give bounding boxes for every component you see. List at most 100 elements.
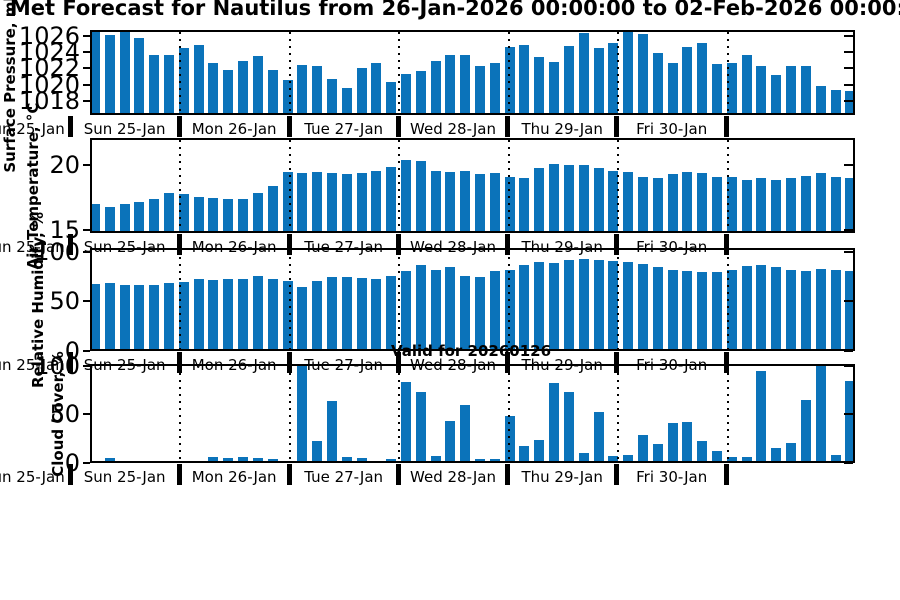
bar — [578, 165, 589, 231]
air-temperature-plot-box — [90, 138, 855, 233]
day-separator — [724, 234, 730, 255]
bar — [800, 270, 811, 349]
bar — [238, 60, 249, 113]
bar — [519, 446, 530, 461]
bar — [637, 434, 648, 461]
bar — [193, 196, 204, 231]
bar — [489, 459, 500, 461]
day-boundary-gridline — [289, 250, 291, 349]
bar — [593, 48, 604, 113]
bar — [682, 46, 693, 113]
day-boundary-gridline — [507, 250, 510, 349]
day-separator — [395, 352, 401, 373]
day-separator — [724, 464, 730, 485]
relative-humidity-ytick-label: 50 — [49, 287, 80, 316]
bar — [312, 66, 323, 113]
day-label: Thu 29-Jan — [521, 468, 603, 486]
bar — [356, 458, 367, 461]
day-label: Mon 26-Jan — [191, 356, 277, 374]
bar — [712, 63, 723, 113]
bar — [815, 268, 826, 349]
bar — [667, 63, 678, 113]
day-boundary-gridline — [726, 140, 729, 231]
bar — [430, 60, 441, 113]
bar — [786, 269, 797, 349]
bar — [534, 56, 545, 113]
bar — [134, 201, 145, 231]
right-tick-mark — [844, 462, 853, 464]
bar — [92, 204, 100, 231]
bar — [623, 261, 634, 349]
bar — [697, 440, 708, 461]
left-tick-mark — [83, 67, 90, 70]
left-tick-mark — [83, 250, 90, 253]
day-separator — [395, 116, 401, 137]
bar — [800, 399, 811, 461]
bar — [430, 456, 441, 461]
bar — [549, 61, 560, 113]
bar — [563, 45, 574, 113]
day-separator — [67, 352, 73, 373]
bar — [697, 42, 708, 113]
right-tick-mark — [844, 163, 853, 166]
bar — [267, 69, 278, 113]
bar — [267, 458, 278, 461]
bar — [667, 269, 678, 349]
relative-humidity-plot-box — [90, 248, 855, 351]
bar — [252, 275, 263, 349]
day-label: Wed 28-Jan — [410, 120, 496, 138]
cloud-cover-ytick-label: 50 — [49, 400, 80, 429]
bar — [534, 439, 545, 461]
bar — [193, 278, 204, 349]
bar — [445, 266, 456, 349]
bar — [712, 177, 723, 231]
bar — [549, 163, 560, 231]
surface-pressure-ytick-label: 1024 — [18, 38, 80, 67]
bar — [623, 455, 634, 461]
bar — [534, 261, 545, 349]
bar — [786, 178, 797, 231]
day-label: Thu 29-Jan — [521, 356, 603, 374]
bar — [104, 206, 115, 231]
day-boundary-gridline — [398, 140, 401, 231]
bar — [386, 275, 397, 349]
bar — [386, 166, 397, 231]
day-label: Mon 26-Jan — [191, 120, 277, 138]
bar — [208, 63, 219, 113]
bar — [238, 457, 249, 461]
bar — [830, 269, 841, 349]
surface-pressure-ytick-label: 1018 — [18, 87, 80, 116]
bar — [741, 54, 752, 113]
day-label: Thu 29-Jan — [521, 238, 603, 256]
bar — [578, 453, 589, 461]
bar — [445, 171, 456, 231]
bar — [282, 171, 293, 231]
edge-day-label: Sun 25-Jan — [0, 468, 65, 486]
bar — [297, 64, 308, 113]
day-label: Thu 29-Jan — [521, 120, 603, 138]
bar — [164, 282, 175, 349]
bar — [445, 54, 456, 113]
air-temperature-ytick-label: 20 — [49, 150, 80, 179]
day-separator — [176, 116, 182, 137]
edge-day-label: Sun 25-Jan — [0, 356, 65, 374]
bar — [549, 262, 560, 349]
bar — [815, 86, 826, 113]
day-label: Sun 25-Jan — [83, 238, 166, 256]
day-boundary-gridline — [507, 366, 510, 461]
bar — [682, 422, 693, 461]
bar — [756, 264, 767, 349]
right-tick-mark — [844, 350, 853, 352]
bar — [164, 192, 175, 231]
bar — [149, 199, 160, 231]
bar — [312, 280, 323, 349]
surface-pressure-ylabel: Surface Pressure, mbar — [1, 0, 19, 173]
cloud-cover-ylabel: Cloud Cover, % — [49, 350, 67, 477]
right-tick-mark — [844, 413, 853, 416]
bar — [119, 284, 130, 349]
day-boundary-gridline — [507, 32, 510, 113]
bar — [475, 459, 486, 461]
day-label: Fri 30-Jan — [636, 238, 708, 256]
left-tick-mark — [83, 413, 90, 416]
